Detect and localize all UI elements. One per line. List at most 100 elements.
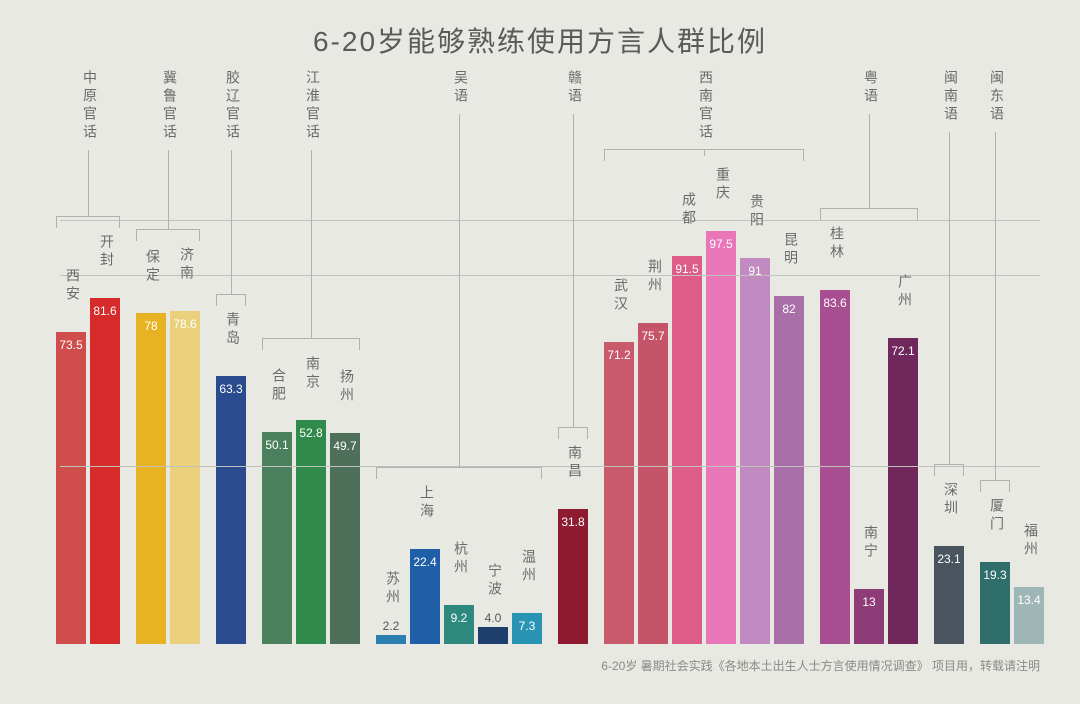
group-label: 江淮官话 xyxy=(303,70,323,142)
city-label: 成都 xyxy=(679,192,699,228)
bar: 71.2 xyxy=(604,342,634,644)
group-leader-line xyxy=(573,114,574,427)
bar: 19.3 xyxy=(980,562,1010,644)
city-label: 厦门 xyxy=(987,498,1007,534)
bar-value: 2.2 xyxy=(376,619,406,633)
city-label: 青岛 xyxy=(223,312,243,348)
bar: 91.5 xyxy=(672,256,702,644)
bar-value: 83.6 xyxy=(820,296,850,310)
gridline xyxy=(60,220,1040,221)
group-bracket xyxy=(262,338,360,350)
group-bracket xyxy=(136,229,200,241)
group-bracket xyxy=(216,294,246,306)
bar: 50.1 xyxy=(262,432,292,644)
city-label: 武汉 xyxy=(611,278,631,314)
group-bracket xyxy=(56,216,120,228)
city-label: 西安 xyxy=(63,268,83,304)
group-leader-line xyxy=(949,132,950,464)
bar: 52.8 xyxy=(296,420,326,644)
group-bracket xyxy=(980,480,1010,492)
group-leader-line xyxy=(88,150,89,216)
chart-caption: 6-20岁 暑期社会实践《各地本土出生人士方言使用情况调查》 项目用，转载请注明 xyxy=(601,657,1040,674)
bar-value: 97.5 xyxy=(706,237,736,251)
bar-value: 71.2 xyxy=(604,348,634,362)
bar-value: 73.5 xyxy=(56,338,86,352)
bar-value: 63.3 xyxy=(216,382,246,396)
group-bracket xyxy=(820,208,918,220)
bar: 81.6 xyxy=(90,298,120,644)
group-leader-line xyxy=(311,150,312,338)
bar-value: 72.1 xyxy=(888,344,918,358)
group-bracket xyxy=(558,427,588,439)
city-label: 广州 xyxy=(895,274,915,310)
bar: 63.3 xyxy=(216,376,246,644)
bar-value: 19.3 xyxy=(980,568,1010,582)
bar-value: 13.4 xyxy=(1014,593,1044,607)
group-leader-line xyxy=(869,114,870,208)
bar-value: 78.6 xyxy=(170,317,200,331)
bar: 13.4 xyxy=(1014,587,1044,644)
bar: 23.1 xyxy=(934,546,964,644)
bar: 13 xyxy=(854,589,884,644)
group-label: 闽东语 xyxy=(987,70,1007,124)
bar: 97.5 xyxy=(706,231,736,644)
group-bracket xyxy=(934,464,964,476)
city-label: 南宁 xyxy=(861,525,881,561)
bar-value: 52.8 xyxy=(296,426,326,440)
city-label: 昆明 xyxy=(781,232,801,268)
bar: 9.2 xyxy=(444,605,474,644)
city-label: 合肥 xyxy=(269,368,289,404)
bar: 78.6 xyxy=(170,311,200,644)
chart-title: 6-20岁能够熟练使用方言人群比例 xyxy=(0,20,1080,60)
bar-value: 4.0 xyxy=(478,611,508,625)
group-label: 闽南语 xyxy=(941,70,961,124)
bar: 4.0 xyxy=(478,627,508,644)
bar-value: 81.6 xyxy=(90,304,120,318)
group-label: 西南官话 xyxy=(696,70,716,142)
bar-value: 50.1 xyxy=(262,438,292,452)
bar: 91 xyxy=(740,258,770,644)
city-label: 宁波 xyxy=(485,563,505,599)
group-leader-line xyxy=(231,150,232,294)
group-label: 中原官话 xyxy=(80,70,100,142)
city-label: 桂林 xyxy=(827,226,847,262)
city-label: 福州 xyxy=(1021,523,1041,559)
bar-value: 23.1 xyxy=(934,552,964,566)
bar-value: 9.2 xyxy=(444,611,474,625)
bar: 82 xyxy=(774,296,804,644)
city-label: 开封 xyxy=(97,234,117,270)
group-leader-line xyxy=(704,150,705,156)
plot-area: 73.581.67878.663.350.152.849.72.222.49.2… xyxy=(60,220,1040,644)
bar: 78 xyxy=(136,313,166,644)
chart-container: 6-20岁能够熟练使用方言人群比例 73.5 81.6 78 78.6 63.3 50.1… xyxy=(0,0,1080,704)
bar: 75.7 xyxy=(638,323,668,644)
group-label: 胶辽官话 xyxy=(223,70,243,142)
city-label: 温州 xyxy=(519,549,539,585)
group-bracket xyxy=(376,467,542,479)
city-label: 南昌 xyxy=(565,445,585,481)
bar-value: 49.7 xyxy=(330,439,360,453)
bar-value: 78 xyxy=(136,319,166,333)
city-label: 贵阳 xyxy=(747,194,767,230)
bar-value: 7.3 xyxy=(512,619,542,633)
bar: 7.3 xyxy=(512,613,542,644)
city-label: 济南 xyxy=(177,247,197,283)
group-leader-line xyxy=(995,132,996,480)
bar: 73.5 xyxy=(56,332,86,644)
bar-value: 22.4 xyxy=(410,555,440,569)
bar: 31.8 xyxy=(558,509,588,644)
city-label: 苏州 xyxy=(383,571,403,607)
bar-value: 91.5 xyxy=(672,262,702,276)
city-label: 杭州 xyxy=(451,541,471,577)
group-label: 粤语 xyxy=(861,70,881,106)
gridline xyxy=(60,275,1040,276)
bar: 49.7 xyxy=(330,433,360,644)
city-label: 保定 xyxy=(143,249,163,285)
group-label: 冀鲁官话 xyxy=(160,70,180,142)
city-label: 扬州 xyxy=(337,369,357,405)
bars-layer: 73.581.67878.663.350.152.849.72.222.49.2… xyxy=(60,220,1040,644)
group-leader-line xyxy=(168,150,169,229)
bar-value: 31.8 xyxy=(558,515,588,529)
city-label: 南京 xyxy=(303,356,323,392)
city-label: 荆州 xyxy=(645,259,665,295)
